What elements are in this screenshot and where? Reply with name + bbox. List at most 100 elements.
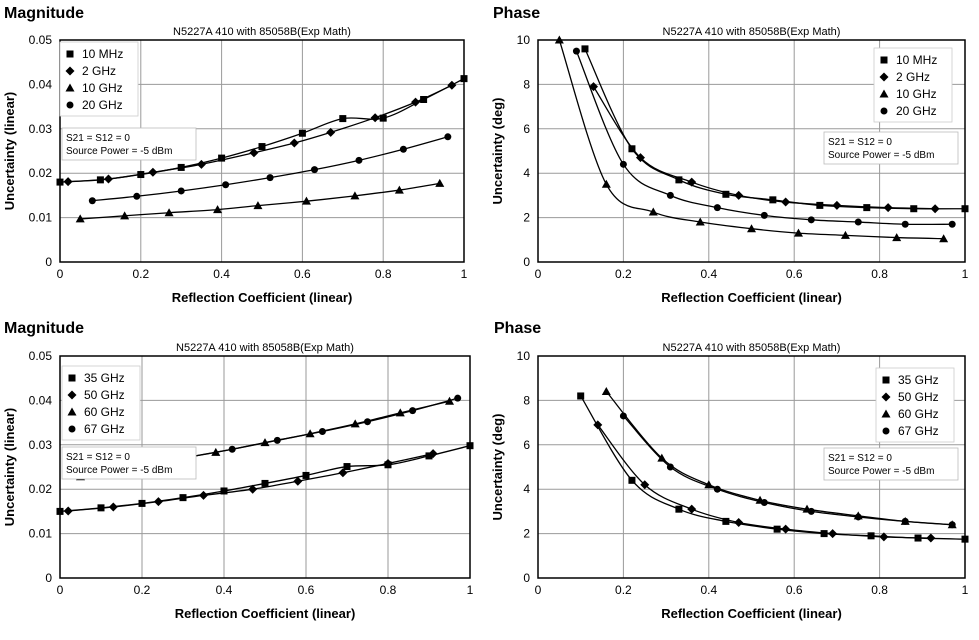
data-point	[218, 154, 226, 162]
chart-svg: Phase N5227A 410 with 85058B(Exp Math) 0 0.…	[490, 5, 969, 305]
legend-marker	[881, 409, 891, 418]
legend-marker	[66, 101, 74, 109]
x-tick-label: 0.8	[380, 583, 397, 597]
data-point	[807, 507, 815, 515]
data-point	[350, 191, 360, 200]
data-point	[640, 480, 650, 490]
chart-svg: Magnitude N5227A 410 with 85058B(Exp Math…	[2, 320, 474, 621]
series-markers-1	[63, 449, 438, 516]
x-tick-label: 0.6	[298, 583, 315, 597]
y-tick-label: 4	[523, 482, 530, 496]
data-point	[807, 216, 815, 224]
data-point	[339, 115, 347, 123]
y-tick-label: 0.03	[29, 438, 53, 452]
data-point	[930, 204, 940, 214]
x-tick-label: 0	[57, 267, 64, 281]
data-point	[56, 507, 64, 515]
x-tick-label: 0.6	[294, 267, 311, 281]
data-point	[675, 176, 683, 184]
y-tick-label: 10	[517, 33, 531, 47]
data-point	[666, 191, 674, 199]
legend-label: 67 GHz	[84, 422, 125, 436]
data-point	[266, 174, 274, 182]
data-point	[370, 113, 380, 123]
legend: 10 MHz 2 GHz 10 GHz 20 GHz	[59, 41, 139, 117]
data-point	[832, 200, 842, 210]
data-point	[164, 208, 174, 217]
data-point	[657, 453, 667, 462]
note-line: S21 = S12 = 0	[66, 452, 130, 463]
chart-heading: Phase	[493, 5, 540, 22]
legend-marker	[67, 390, 77, 400]
data-point	[364, 418, 371, 426]
data-point	[153, 497, 163, 507]
magnitude-chart-top: Magnitude N5227A 410 with 85058B(Exp Math…	[0, 0, 490, 318]
conditions-note: S21 = S12 = 0 Source Power = -5 dBm	[823, 447, 959, 481]
y-tick-label: 6	[523, 122, 530, 136]
x-tick-label: 0.4	[700, 267, 717, 281]
y-axis-label: Uncertainty (linear)	[2, 408, 17, 526]
phase-chart-top: Phase N5227A 410 with 85058B(Exp Math) 0 0.…	[490, 0, 979, 318]
data-point	[220, 487, 228, 495]
data-point	[326, 127, 336, 137]
data-point	[311, 166, 319, 174]
legend-marker	[882, 376, 890, 384]
data-point	[840, 230, 850, 239]
data-point	[572, 47, 580, 55]
data-point	[248, 484, 258, 494]
legend-marker	[882, 427, 890, 435]
y-axis-label: Uncertainty (deg)	[490, 98, 505, 205]
data-point	[293, 476, 303, 486]
x-tick-label: 0.4	[216, 583, 233, 597]
data-point	[120, 211, 130, 220]
note-line: Source Power = -5 dBm	[828, 150, 934, 161]
data-point	[619, 160, 627, 168]
x-tick-label: 0.2	[615, 267, 632, 281]
legend-label: 20 GHz	[896, 104, 937, 118]
x-axis-label: Reflection Coefficient (linear)	[172, 290, 353, 305]
x-tick-label: 0.4	[213, 267, 230, 281]
data-point	[854, 513, 862, 521]
y-tick-label: 10	[517, 349, 531, 363]
legend-marker	[67, 407, 77, 416]
data-point	[355, 156, 363, 164]
data-point	[305, 429, 315, 438]
series-markers-3	[88, 133, 452, 205]
data-point	[793, 228, 803, 237]
data-point	[734, 190, 744, 200]
data-point	[892, 233, 902, 242]
legend-label: 10 MHz	[896, 53, 937, 67]
x-tick-label: 0.6	[786, 267, 803, 281]
note-line: Source Power = -5 dBm	[66, 146, 172, 157]
legend-label: 20 GHz	[82, 98, 123, 112]
data-point	[75, 214, 85, 223]
chart-svg: Magnitude N5227A 410 with 85058B(Exp Math…	[2, 5, 468, 305]
series-markers-1	[589, 82, 940, 214]
conditions-note: S21 = S12 = 0 Source Power = -5 dBm	[61, 127, 197, 161]
legend-label: 35 GHz	[84, 371, 125, 385]
chart-svg: Phase N5227A 410 with 85058B(Exp Math) 0 0.…	[490, 320, 969, 621]
data-point	[379, 114, 387, 122]
data-point	[879, 532, 889, 542]
legend-marker	[880, 107, 888, 115]
legend-label: 50 GHz	[898, 390, 939, 404]
data-point	[773, 525, 781, 533]
data-point	[444, 133, 452, 141]
data-point	[926, 533, 936, 543]
data-point	[577, 392, 585, 400]
data-point	[854, 218, 862, 226]
data-point	[601, 179, 611, 188]
x-tick-label: 0.2	[615, 583, 632, 597]
x-tick-label: 0.4	[700, 583, 717, 597]
series-markers-2	[75, 178, 445, 223]
x-tick-label: 0.2	[132, 267, 149, 281]
legend-label: 10 GHz	[896, 87, 937, 101]
y-axis-label: Uncertainty (deg)	[490, 414, 505, 521]
data-point	[675, 505, 683, 513]
x-tick-label: 0	[57, 583, 64, 597]
data-point	[713, 485, 721, 493]
chart-title: N5227A 410 with 85058B(Exp Math)	[176, 342, 354, 354]
y-tick-label: 0.05	[29, 349, 53, 363]
note-line: S21 = S12 = 0	[828, 453, 892, 464]
data-point	[816, 201, 824, 209]
